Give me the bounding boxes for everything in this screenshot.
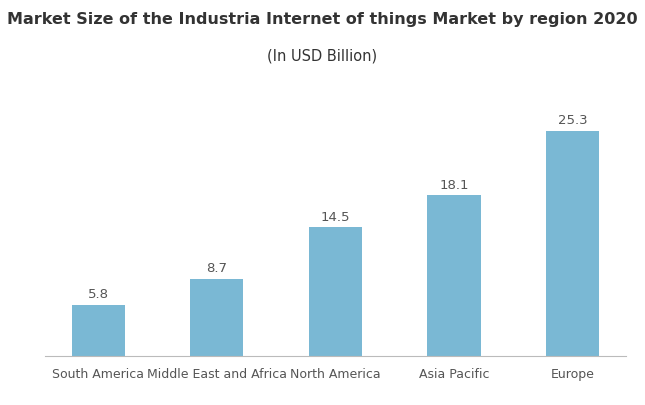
Bar: [427, 195, 481, 356]
Text: 14.5: 14.5: [321, 211, 350, 224]
Text: 25.3: 25.3: [558, 115, 588, 128]
Text: (In USD Billion): (In USD Billion): [268, 49, 377, 64]
Text: Market Size of the Industria Internet of things Market by region 2020: Market Size of the Industria Internet of…: [7, 12, 638, 27]
Text: 5.8: 5.8: [88, 288, 109, 301]
Bar: [190, 279, 244, 356]
Text: 8.7: 8.7: [206, 262, 227, 275]
Bar: [309, 227, 362, 356]
Bar: [72, 305, 125, 356]
Text: 18.1: 18.1: [439, 179, 469, 192]
Bar: [546, 131, 599, 356]
